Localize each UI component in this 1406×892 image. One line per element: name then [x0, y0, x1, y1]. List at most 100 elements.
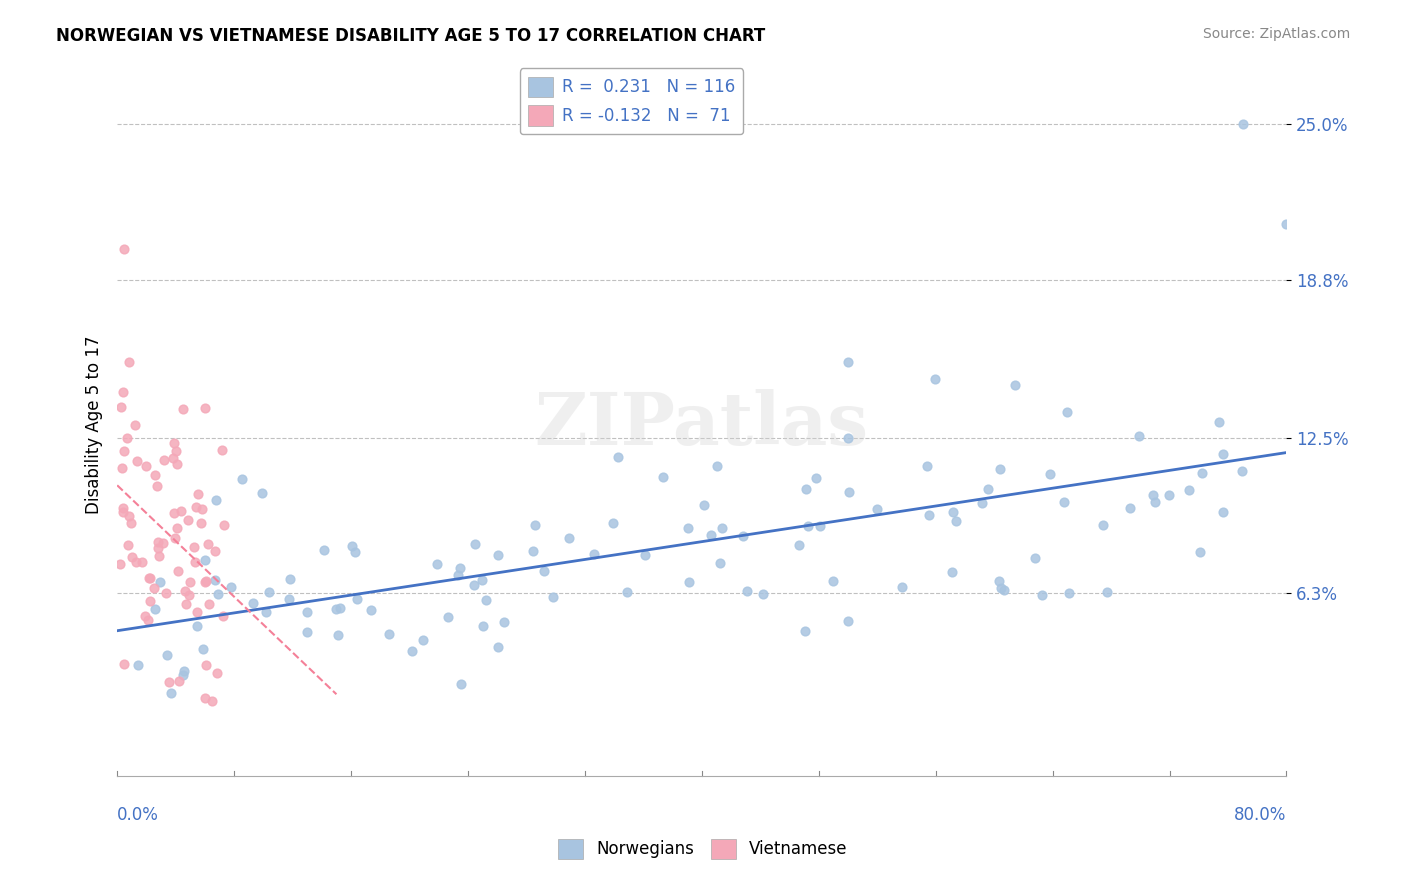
Text: 80.0%: 80.0%: [1234, 806, 1286, 824]
Norwegians: [890, 580, 912, 594]
Vietnamese: [136, 613, 159, 627]
Norwegians: [447, 567, 470, 582]
Norwegians: [254, 605, 277, 619]
Norwegians: [378, 627, 401, 641]
Norwegians: [127, 657, 149, 672]
Norwegians: [486, 548, 509, 562]
Vietnamese: [163, 506, 186, 520]
Vietnamese: [155, 586, 177, 600]
Norwegians: [297, 605, 319, 619]
Norwegians: [693, 499, 716, 513]
Norwegians: [194, 553, 217, 567]
Vietnamese: [112, 443, 135, 458]
Norwegians: [328, 627, 350, 641]
Vietnamese: [138, 571, 160, 585]
Norwegians: [277, 592, 299, 607]
Norwegians: [494, 615, 516, 630]
Norwegians: [543, 591, 565, 605]
Vietnamese: [183, 555, 205, 569]
Norwegians: [1057, 586, 1080, 600]
Norwegians: [297, 625, 319, 640]
Norwegians: [329, 601, 352, 615]
Vietnamese: [198, 598, 221, 612]
Norwegians: [838, 485, 860, 500]
Norwegians: [1024, 551, 1046, 566]
Norwegians: [173, 664, 195, 678]
Vietnamese: [162, 451, 184, 466]
Norwegians: [837, 615, 859, 629]
Norwegians: [1056, 405, 1078, 419]
Norwegians: [172, 667, 194, 681]
Vietnamese: [163, 436, 186, 450]
Vietnamese: [146, 541, 169, 555]
Norwegians: [972, 496, 994, 510]
Norwegians: [437, 609, 460, 624]
Norwegians: [1119, 501, 1142, 516]
Norwegians: [464, 537, 486, 551]
Vietnamese: [112, 385, 135, 400]
Norwegians: [709, 557, 731, 571]
Vietnamese: [131, 555, 153, 569]
Vietnamese: [148, 549, 170, 563]
Norwegians: [731, 529, 754, 543]
Norwegians: [143, 602, 166, 616]
Norwegians: [837, 430, 859, 444]
Norwegians: [486, 640, 509, 654]
Norwegians: [257, 585, 280, 599]
Vietnamese: [124, 417, 146, 432]
Vietnamese: [204, 544, 226, 558]
Norwegians: [787, 538, 810, 552]
Legend: Norwegians, Vietnamese: Norwegians, Vietnamese: [551, 832, 855, 866]
Norwegians: [1212, 505, 1234, 519]
Norwegians: [474, 592, 496, 607]
Norwegians: [401, 644, 423, 658]
Norwegians: [924, 372, 946, 386]
Vietnamese: [127, 454, 149, 468]
Norwegians: [204, 493, 226, 508]
Norwegians: [342, 539, 364, 553]
Vietnamese: [194, 691, 217, 706]
Vietnamese: [190, 516, 212, 531]
Vietnamese: [135, 458, 157, 473]
Norwegians: [1038, 467, 1060, 481]
Norwegians: [676, 521, 699, 535]
Vietnamese: [211, 443, 233, 458]
Norwegians: [1031, 588, 1053, 602]
Norwegians: [1004, 377, 1026, 392]
Vietnamese: [118, 509, 141, 524]
Text: ZIPatlas: ZIPatlas: [534, 390, 869, 460]
Vietnamese: [139, 594, 162, 608]
Norwegians: [1232, 464, 1254, 478]
Norwegians: [360, 603, 382, 617]
Vietnamese: [115, 431, 138, 445]
Norwegians: [1053, 494, 1076, 508]
Norwegians: [634, 549, 657, 563]
Norwegians: [1092, 518, 1115, 533]
Norwegians: [810, 519, 832, 533]
Vietnamese: [166, 521, 188, 535]
Vietnamese: [170, 504, 193, 518]
Norwegians: [242, 596, 264, 610]
Vietnamese: [134, 609, 156, 624]
Vietnamese: [138, 571, 160, 585]
Norwegians: [993, 582, 1015, 597]
Vietnamese: [124, 555, 146, 569]
Norwegians: [977, 482, 1000, 496]
Vietnamese: [167, 564, 190, 578]
Norwegians: [312, 543, 335, 558]
Norwegians: [149, 575, 172, 590]
Vietnamese: [110, 400, 132, 414]
Norwegians: [990, 581, 1012, 595]
Vietnamese: [112, 657, 135, 671]
Vietnamese: [187, 487, 209, 501]
Vietnamese: [117, 538, 139, 552]
Norwegians: [1095, 585, 1118, 599]
Norwegians: [186, 619, 208, 633]
Norwegians: [1142, 487, 1164, 501]
Text: NORWEGIAN VS VIETNAMESE DISABILITY AGE 5 TO 17 CORRELATION CHART: NORWEGIAN VS VIETNAMESE DISABILITY AGE 5…: [56, 27, 765, 45]
Norwegians: [988, 574, 1011, 589]
Norwegians: [797, 518, 820, 533]
Norwegians: [793, 624, 815, 638]
Norwegians: [1212, 447, 1234, 461]
Vietnamese: [142, 581, 165, 595]
